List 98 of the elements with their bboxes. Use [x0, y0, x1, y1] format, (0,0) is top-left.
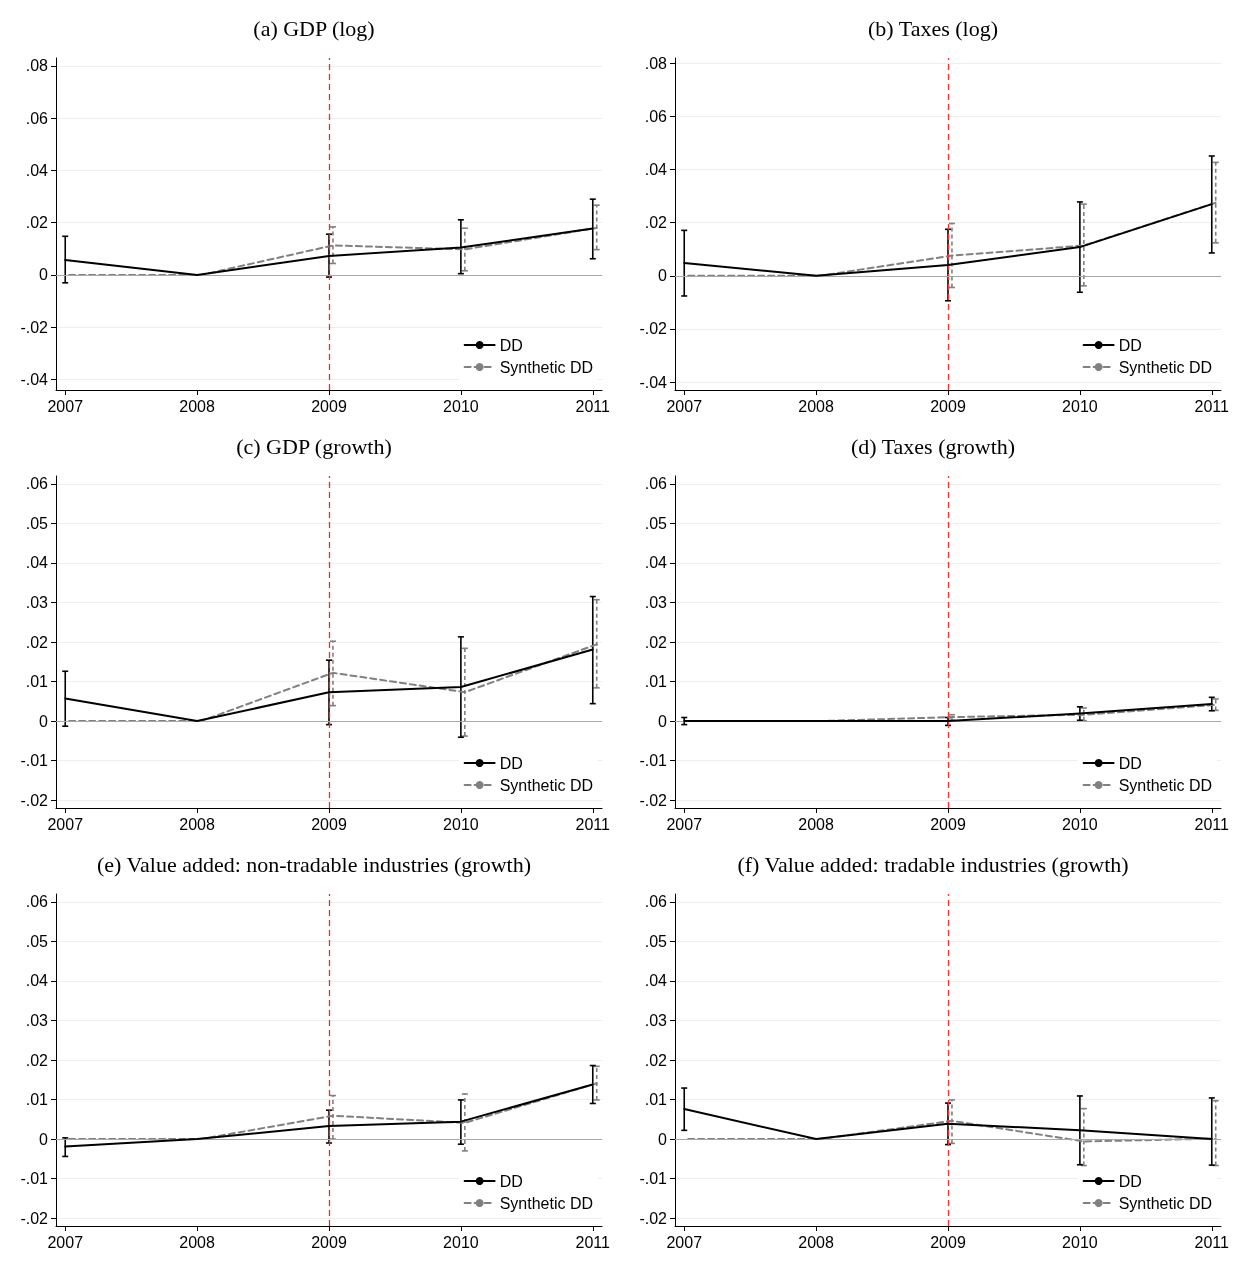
legend-label: Synthetic DD [499, 1194, 594, 1212]
chart-title: (e) Value added: non-tradable industries (growth) [97, 851, 531, 877]
y-tick-label: .02 [25, 633, 49, 651]
y-tick-label: .08 [25, 57, 49, 75]
y-tick-label: .06 [644, 475, 668, 493]
y-tick-label: .06 [644, 893, 668, 911]
y-tick-label: .05 [644, 932, 668, 950]
y-tick-label: -.01 [639, 1170, 668, 1188]
x-tick-label: 2011 [1194, 397, 1230, 415]
chart-title: (f) Value added: tradable industries (growth) [737, 851, 1129, 877]
x-tick-label: 2008 [798, 397, 835, 415]
x-tick-label: 2007 [666, 815, 703, 833]
y-tick-label: .04 [25, 161, 49, 179]
y-tick-label: .03 [644, 593, 668, 611]
x-tick-label: 2010 [1062, 1233, 1098, 1251]
y-tick-label: -.02 [639, 791, 668, 809]
y-tick-label: .04 [25, 554, 49, 572]
y-tick-label: .04 [644, 161, 668, 179]
x-tick-label: 2009 [311, 1233, 347, 1251]
legend-label: Synthetic DD [1118, 776, 1213, 794]
x-tick-label: 2011 [575, 397, 611, 415]
x-tick-label: 2009 [930, 1233, 966, 1251]
y-tick-label: .05 [25, 932, 49, 950]
x-tick-label: 2011 [575, 815, 611, 833]
legend-label: DD [499, 1172, 523, 1190]
y-tick-label: -.04 [20, 371, 49, 389]
x-tick-label: 2011 [1194, 1233, 1230, 1251]
y-tick-label: 0 [39, 1130, 49, 1148]
y-tick-label: 0 [658, 267, 668, 285]
x-tick-label: 2010 [443, 815, 479, 833]
legend-label: Synthetic DD [1118, 1194, 1213, 1212]
x-tick-label: 2007 [47, 815, 84, 833]
y-tick-label: .04 [644, 972, 668, 990]
y-tick-label: .04 [644, 554, 668, 572]
y-tick-label: .01 [644, 1091, 668, 1109]
y-tick-label: .01 [644, 673, 668, 691]
x-tick-label: 2011 [575, 1233, 611, 1251]
y-tick-label: -.01 [639, 752, 668, 770]
legend-label: DD [1118, 754, 1142, 772]
x-tick-label: 2008 [798, 815, 835, 833]
y-tick-label: 0 [39, 266, 49, 284]
y-tick-label: .02 [644, 1051, 668, 1069]
legend-label: DD [1118, 336, 1142, 354]
y-tick-label: .02 [644, 633, 668, 651]
legend-label: Synthetic DD [499, 776, 594, 794]
y-tick-label: -.02 [20, 1209, 49, 1227]
legend-label: DD [1118, 1172, 1142, 1190]
y-tick-label: .01 [25, 673, 49, 691]
chart-title: (d) Taxes (growth) [850, 433, 1016, 459]
y-tick-label: .01 [25, 1091, 49, 1109]
legend-label: DD [499, 754, 523, 772]
x-tick-label: 2008 [179, 397, 216, 415]
y-tick-label: .05 [644, 514, 668, 532]
y-tick-label: .03 [25, 1011, 49, 1029]
y-tick-label: 0 [39, 712, 49, 730]
x-tick-label: 2007 [47, 1233, 84, 1251]
y-tick-label: .06 [25, 475, 49, 493]
y-tick-label: .06 [25, 893, 49, 911]
y-tick-label: .02 [25, 214, 49, 232]
y-tick-label: .05 [25, 514, 49, 532]
legend-label: Synthetic DD [499, 358, 594, 376]
y-tick-label: -.02 [639, 320, 668, 338]
x-tick-label: 2010 [1062, 397, 1098, 415]
chart-title: (a) GDP (log) [253, 15, 375, 41]
x-tick-label: 2007 [47, 397, 84, 415]
x-tick-label: 2007 [666, 397, 703, 415]
y-tick-label: .02 [25, 1051, 49, 1069]
x-tick-label: 2009 [930, 815, 966, 833]
x-tick-label: 2009 [311, 397, 347, 415]
x-tick-label: 2010 [1062, 815, 1098, 833]
legend-label: DD [499, 336, 523, 354]
legend-label: Synthetic DD [1118, 358, 1213, 376]
chart-title: (b) Taxes (log) [867, 15, 999, 41]
y-tick-label: -.04 [639, 373, 668, 391]
x-tick-label: 2007 [666, 1233, 703, 1251]
x-tick-label: 2009 [930, 397, 966, 415]
y-tick-label: 0 [658, 1130, 668, 1148]
y-tick-label: -.02 [20, 318, 49, 336]
y-tick-label: .03 [644, 1011, 668, 1029]
y-tick-label: -.02 [20, 791, 49, 809]
y-tick-label: .03 [25, 593, 49, 611]
chart-title: (c) GDP (growth) [236, 433, 392, 459]
y-tick-label: .02 [644, 214, 668, 232]
y-tick-label: .06 [644, 107, 668, 125]
y-tick-label: -.02 [639, 1209, 668, 1227]
x-tick-label: 2008 [179, 815, 216, 833]
x-tick-label: 2011 [1194, 815, 1230, 833]
y-tick-label: .06 [25, 109, 49, 127]
y-tick-label: .04 [25, 972, 49, 990]
x-tick-label: 2008 [179, 1233, 216, 1251]
x-tick-label: 2010 [443, 397, 479, 415]
y-tick-label: .08 [644, 54, 668, 72]
x-tick-label: 2009 [311, 815, 347, 833]
y-tick-label: -.01 [20, 1170, 49, 1188]
x-tick-label: 2008 [798, 1233, 835, 1251]
x-tick-label: 2010 [443, 1233, 479, 1251]
y-tick-label: 0 [658, 712, 668, 730]
y-tick-label: -.01 [20, 752, 49, 770]
